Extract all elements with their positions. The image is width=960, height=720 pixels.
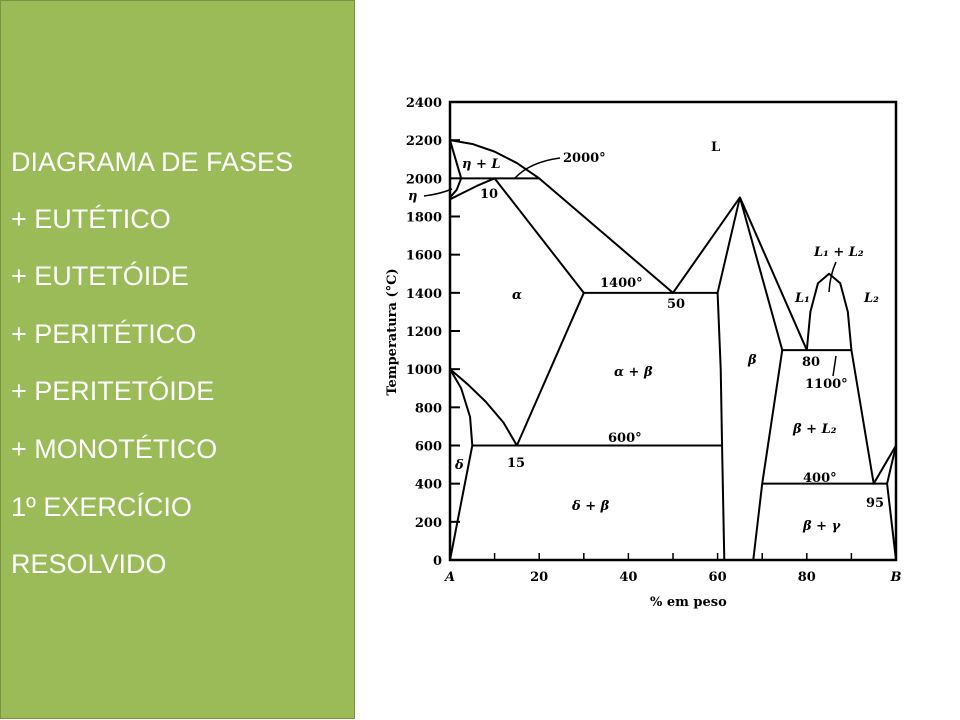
label-10: 10: [480, 187, 498, 202]
label-80: 80: [802, 355, 820, 370]
slide-item-4: + PERITÉTICO: [11, 319, 197, 349]
title-panel: DIAGRAMA DE FASES + EUTÉTICO + EUTETÓIDE…: [0, 0, 355, 719]
label-beta-L2: β + L₂: [792, 422, 837, 437]
phase-boundary: [886, 445, 897, 484]
y-tick-label: 2000: [406, 172, 442, 187]
slide-item-8: RESOLVIDO: [11, 549, 167, 579]
leader-2000: [514, 157, 561, 179]
phase-boundary: [738, 197, 784, 561]
slide-item-3: + EUTETÓIDE: [11, 261, 189, 291]
label-alpha: α: [512, 288, 522, 303]
y-tick-label: 0: [433, 554, 442, 569]
label-L2: L₂: [863, 291, 879, 306]
label-400: 400°: [803, 471, 837, 486]
label-2000: 2000°: [563, 151, 606, 166]
label-delta: δ: [454, 458, 464, 473]
y-tick-label: 1400: [406, 287, 442, 302]
y-tick-label: 400: [415, 478, 442, 493]
y-tick-label: 200: [415, 516, 442, 531]
phase-boundary: [449, 368, 474, 561]
phase-boundary: [716, 197, 741, 561]
x-axis-label: % em peso: [650, 595, 727, 610]
x-tick-label: A: [443, 570, 455, 585]
slide-item-1: DIAGRAMA DE FASES: [11, 147, 294, 177]
label-eta-L: η + L: [462, 157, 501, 172]
y-tick-label: 2400: [406, 96, 442, 111]
label-15: 15: [507, 456, 525, 471]
y-tick-label: 1000: [406, 363, 442, 378]
label-eta: η: [408, 189, 417, 204]
phase-boundary: [449, 177, 495, 201]
label-1100: 1100°: [805, 377, 848, 392]
leader-eta: [423, 188, 453, 197]
leader-L1-L2: [828, 261, 837, 293]
leader-1100: [832, 355, 837, 377]
label-alpha-beta: α + β: [614, 365, 653, 380]
label-L1-L2: L₁ + L₂: [813, 245, 864, 260]
phase-boundary: [886, 483, 897, 561]
y-tick-label: 800: [415, 401, 442, 416]
label-L1: L₁: [794, 291, 810, 306]
phase-boundary: [449, 139, 463, 199]
label-beta: β: [747, 353, 757, 368]
y-tick-label: 1800: [406, 211, 442, 226]
x-tick-label: 80: [798, 570, 816, 585]
x-tick-label: 60: [709, 570, 727, 585]
x-tick-label: B: [890, 570, 902, 585]
y-tick-label: 1600: [406, 249, 442, 264]
label-95: 95: [866, 496, 884, 511]
slide-item-2: + EUTÉTICO: [11, 204, 171, 234]
label-600: 600°: [608, 431, 642, 446]
label-1400: 1400°: [600, 276, 643, 291]
x-tick-label: 40: [619, 570, 637, 585]
y-tick-label: 600: [415, 440, 442, 455]
phase-boundary: [805, 272, 897, 485]
phase-boundary: [449, 139, 808, 351]
y-axis-label: Temperatura (°C): [385, 268, 400, 395]
phase-boundary: [493, 177, 585, 446]
label-L: L: [711, 140, 720, 155]
label-beta-gamma: β + γ: [802, 519, 842, 534]
x-tick-label: 20: [530, 570, 548, 585]
y-tick-label: 2200: [406, 134, 442, 149]
slide-item-6: + MONOTÉTICO: [11, 434, 218, 464]
label-delta-beta: δ + β: [571, 499, 610, 514]
plot-frame: [448, 100, 898, 562]
y-tick-label: 1200: [406, 325, 442, 340]
phase-boundary: [449, 368, 518, 447]
slide-item-7: 1º EXERCÍCIO: [11, 492, 192, 522]
label-50: 50: [667, 297, 685, 312]
slide-item-5: + PERITETÓIDE: [11, 376, 215, 406]
